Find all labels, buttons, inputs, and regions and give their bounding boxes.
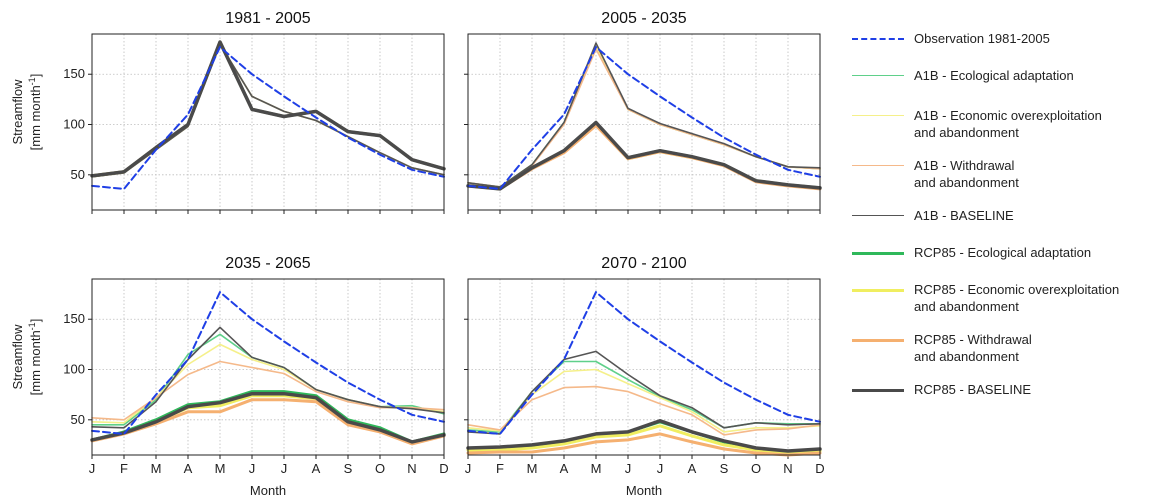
panel-frame: [467, 278, 821, 456]
chart-figure: 1981 - 2005 2005 - 2035 2035 - 2065 2070…: [10, 10, 825, 498]
panel-title-2: 2005 - 2035: [601, 10, 687, 27]
y-tick-label: 150: [63, 66, 85, 81]
y-tick-label: 100: [63, 117, 85, 132]
legend-label-rcp_with: RCP85 - Withdrawal and abandonment: [914, 332, 1032, 364]
series-line-rcp_base: [90, 40, 446, 178]
x-tick-label: A: [688, 461, 697, 476]
x-tick-label: F: [120, 461, 128, 476]
x-tick-label: J: [657, 461, 664, 476]
panel-2: [464, 33, 822, 214]
series-line-a1b_with: [467, 385, 821, 436]
panel-title-3: 2035 - 2065: [225, 255, 311, 272]
legend-label-rcp_base: RCP85 - BASELINE: [914, 382, 1032, 397]
series-line-a1b_base: [467, 350, 821, 435]
legend-label-a1b_with: A1B - Withdrawal and abandonment: [914, 158, 1019, 190]
legend-label-a1b_econ: A1B - Economic overexploitation and aban…: [914, 108, 1102, 140]
panels-layer: 50 100 150 50 100 150 J F M A M J J A S O N D J F M A M J J A S O N D: [63, 33, 825, 476]
x-axis-label-right: Month: [626, 483, 662, 498]
y-axis-label-top-line1: Streamflow: [10, 79, 25, 145]
legend-swatch-obs: [852, 38, 904, 40]
panel-1: 50 100 150: [63, 33, 446, 214]
legend-label-rcp_eco: RCP85 - Ecological adaptation: [914, 245, 1092, 260]
series-line-a1b_base: [467, 42, 821, 188]
series-line-obs: [467, 46, 821, 190]
series-line-obs: [91, 46, 445, 190]
y-axis-label-bottom-line1: Streamflow: [10, 324, 25, 390]
x-axis-label-left: Month: [250, 483, 286, 498]
x-tick-label: A: [184, 461, 193, 476]
series-line-rcp_base: [466, 120, 822, 191]
series-line-a1b_eco: [467, 360, 821, 433]
x-tick-label: N: [407, 461, 416, 476]
x-tick-label: A: [312, 461, 321, 476]
panel-title-1: 1981 - 2005: [225, 10, 311, 27]
panel-title-4: 2070 - 2100: [601, 255, 687, 272]
legend-swatch-rcp_base: [852, 389, 904, 392]
series-line-a1b_econ: [467, 368, 821, 433]
x-tick-label: A: [560, 461, 569, 476]
series-line-rcp_base: [466, 419, 822, 453]
x-tick-label: M: [527, 461, 538, 476]
y-axis-label-bottom-line2: [mm month-1]: [27, 319, 43, 396]
legend-swatch-rcp_with: [852, 339, 904, 342]
x-tick-label: J: [89, 461, 96, 476]
legend-swatch-a1b_eco: [852, 75, 904, 76]
x-tick-label: M: [215, 461, 226, 476]
legend-swatch-a1b_with: [852, 165, 904, 166]
y-tick-label: 100: [63, 362, 85, 377]
x-tick-label: D: [815, 461, 824, 476]
x-tick-label: D: [439, 461, 448, 476]
y-tick-label: 50: [71, 412, 85, 427]
y-tick-label: 150: [63, 311, 85, 326]
y-tick-label: 50: [71, 167, 85, 182]
x-tick-label: O: [375, 461, 385, 476]
panel-frame: [91, 278, 445, 456]
x-tick-label: M: [591, 461, 602, 476]
legend-label-a1b_base: A1B - BASELINE: [914, 208, 1014, 223]
legend-label-a1b_eco: A1B - Ecological adaptation: [914, 68, 1074, 83]
x-tick-label: N: [783, 461, 792, 476]
series-line-rcp_with: [466, 432, 822, 457]
x-tick-label: F: [496, 461, 504, 476]
panel-frame: [467, 33, 821, 211]
series-line-rcp_with: [466, 124, 822, 191]
x-tick-label: S: [720, 461, 729, 476]
series-line-a1b_with: [467, 48, 821, 188]
legend-swatch-rcp_econ: [852, 289, 904, 292]
y-axis-label-top-line2: [mm month-1]: [27, 74, 43, 151]
x-tick-label: M: [151, 461, 162, 476]
series-line-rcp_econ: [466, 424, 822, 455]
legend-label-rcp_econ: RCP85 - Economic overexploitation and ab…: [914, 282, 1120, 314]
panel-frame: [91, 33, 445, 211]
legend-swatch-rcp_eco: [852, 252, 904, 255]
x-tick-label: O: [751, 461, 761, 476]
series-line-obs: [91, 291, 445, 435]
x-tick-label: J: [465, 461, 472, 476]
series-line-a1b_base: [91, 326, 445, 429]
x-tick-label: S: [344, 461, 353, 476]
x-tick-label: J: [281, 461, 288, 476]
x-tick-label: J: [249, 461, 256, 476]
legend-swatch-a1b_econ: [852, 115, 904, 116]
x-tick-label: J: [625, 461, 632, 476]
series-line-obs: [467, 291, 821, 435]
legend-swatch-a1b_base: [852, 215, 904, 216]
panel-3: 50 100 150 J F M A M J J A S O N D: [63, 278, 449, 476]
legend-label-obs: Observation 1981-2005: [914, 31, 1050, 46]
series-line-rcp_base: [90, 391, 446, 444]
